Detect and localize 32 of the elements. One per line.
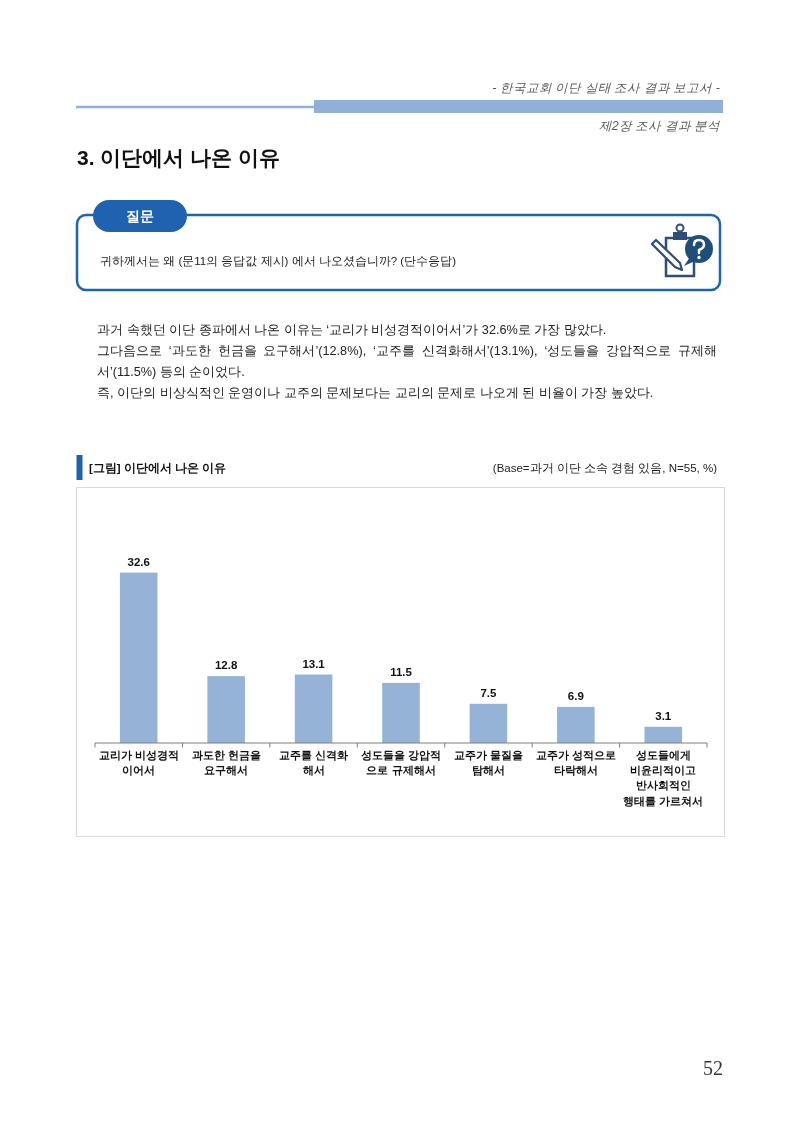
bar bbox=[557, 706, 595, 743]
x-tick-label: 교주가 물질을 탐해서 bbox=[453, 748, 523, 776]
chart-subtitle: (Base=과거 이단 소속 경험 있음, N=55, %) bbox=[492, 461, 718, 474]
text: 제2장 조사 결과 분석 bbox=[598, 119, 720, 133]
x-tick-label: 교리가 비성경적 이어서 bbox=[98, 748, 179, 776]
text: 질문 bbox=[126, 208, 154, 224]
bar bbox=[207, 676, 245, 743]
data-label: 32.6 bbox=[127, 555, 150, 568]
data-label: 11.5 bbox=[390, 665, 413, 678]
data-label: 3.1 bbox=[655, 709, 672, 722]
bar bbox=[119, 572, 158, 743]
text: 귀하께서는 왜 (문11의 응답값 제시) 에서 나오셨습니까? (단수응답) bbox=[100, 255, 457, 267]
bar bbox=[294, 674, 333, 743]
x-tick-label: 교주가 성적으로 타락해서 bbox=[535, 748, 616, 776]
text: 그다음으로 ‘과도한 헌금을 요구해서’(12.8%), ‘교주를 신격화해서’(13.1%), ‘성도들을 강압적으로 규제해서’(11.5%) 등의 순이었다. bbox=[97, 342, 717, 381]
text: - 한국교회 이단 실태 조사 결과 보고서 - bbox=[492, 81, 720, 95]
chart-title: [그림] 이단에서 나온 이유 bbox=[89, 461, 227, 475]
bar bbox=[644, 726, 683, 743]
x-tick-label: 교주를 신격화 해서 bbox=[279, 748, 349, 776]
text: 즉, 이단의 비상식적인 운영이나 교주의 문제보다는 교리의 문제로 나오게 된 비율이 가장 높았다. bbox=[97, 384, 655, 402]
data-label: 7.5 bbox=[480, 686, 498, 699]
text: 3. 이단에서 나온 이유 bbox=[77, 146, 281, 169]
data-label: 6.9 bbox=[567, 689, 584, 702]
x-tick-label: 성도들을 강압적 으로 규제해서 bbox=[360, 748, 442, 776]
text: 과거 속했던 이단 종파에서 나온 이유는 ‘교리가 비성경적이어서’가 32.6%로 가장 많았다. bbox=[97, 321, 608, 339]
x-tick-label: 성도들에게 비윤리적이고 반사회적인 행태를 가르쳐서 bbox=[623, 748, 704, 807]
data-label: 12.8 bbox=[214, 659, 238, 672]
bar bbox=[382, 682, 420, 743]
x-tick-label: 과도한 헌금을 요구해서 bbox=[191, 748, 261, 776]
bar bbox=[469, 703, 508, 743]
text: 52 bbox=[703, 1057, 723, 1079]
data-label: 13.1 bbox=[302, 657, 326, 670]
